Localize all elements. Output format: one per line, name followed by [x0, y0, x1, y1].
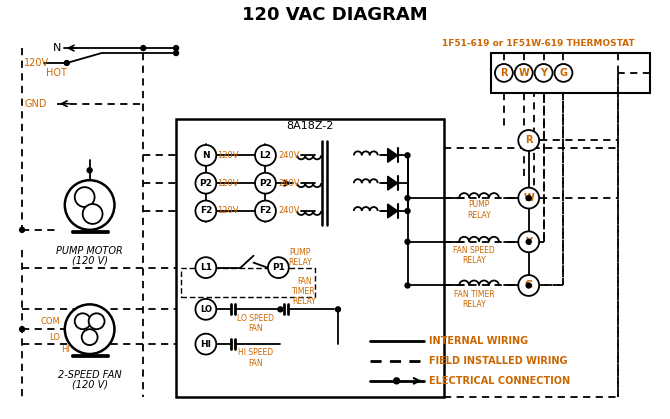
Text: 120V: 120V: [24, 58, 49, 68]
Circle shape: [64, 60, 69, 65]
Circle shape: [196, 299, 216, 320]
Text: 240V: 240V: [279, 207, 300, 215]
Text: LO: LO: [200, 305, 212, 314]
Text: PUMP MOTOR: PUMP MOTOR: [56, 246, 123, 256]
Circle shape: [65, 304, 115, 354]
Circle shape: [255, 145, 276, 166]
Circle shape: [82, 329, 98, 345]
Circle shape: [405, 283, 410, 288]
Circle shape: [255, 201, 276, 221]
Circle shape: [75, 313, 90, 329]
Text: FAN SPEED
RELAY: FAN SPEED RELAY: [453, 246, 495, 265]
Circle shape: [278, 307, 283, 312]
Text: 240V: 240V: [279, 178, 300, 188]
Circle shape: [526, 196, 531, 201]
Text: FAN TIMER
RELAY: FAN TIMER RELAY: [454, 290, 494, 309]
Circle shape: [515, 64, 533, 82]
Polygon shape: [388, 148, 397, 162]
Circle shape: [336, 307, 340, 312]
Text: 240V: 240V: [279, 151, 300, 160]
Circle shape: [526, 239, 531, 244]
Circle shape: [174, 46, 178, 51]
Text: LO: LO: [49, 333, 60, 341]
Circle shape: [526, 283, 531, 288]
Text: HI SPEED
FAN: HI SPEED FAN: [238, 348, 273, 368]
Text: G: G: [559, 68, 567, 78]
Polygon shape: [388, 204, 397, 218]
Circle shape: [255, 173, 276, 194]
Circle shape: [519, 130, 539, 151]
Circle shape: [555, 64, 572, 82]
Text: GND: GND: [24, 99, 47, 109]
Text: 120V: 120V: [217, 151, 239, 160]
Bar: [491, 53, 650, 93]
Circle shape: [75, 187, 94, 207]
Circle shape: [268, 257, 289, 278]
Text: R: R: [500, 68, 508, 78]
Bar: [176, 119, 444, 397]
Text: P2: P2: [259, 178, 272, 188]
Circle shape: [88, 313, 105, 329]
Text: 8A18Z-2: 8A18Z-2: [287, 121, 334, 131]
Circle shape: [519, 188, 539, 209]
Text: N: N: [53, 43, 61, 53]
Circle shape: [196, 257, 216, 278]
Text: Y: Y: [540, 68, 547, 78]
Text: 1F51-619 or 1F51W-619 THERMOSTAT: 1F51-619 or 1F51W-619 THERMOSTAT: [442, 39, 635, 48]
Circle shape: [405, 239, 410, 244]
Text: HOT: HOT: [46, 68, 67, 78]
Text: PUMP
RELAY: PUMP RELAY: [288, 248, 312, 267]
Circle shape: [519, 231, 539, 252]
Circle shape: [405, 196, 410, 201]
Circle shape: [393, 378, 399, 384]
Text: W: W: [523, 193, 534, 203]
Text: HI: HI: [200, 340, 211, 349]
Circle shape: [519, 275, 539, 296]
Text: F2: F2: [200, 207, 212, 215]
Text: FIELD INSTALLED WIRING: FIELD INSTALLED WIRING: [429, 356, 568, 366]
Circle shape: [174, 51, 178, 56]
Text: P1: P1: [272, 263, 285, 272]
Text: P2: P2: [200, 178, 212, 188]
Circle shape: [19, 327, 25, 332]
Circle shape: [196, 173, 216, 194]
Text: G: G: [525, 280, 533, 290]
Circle shape: [82, 204, 103, 224]
Text: 120V: 120V: [217, 207, 239, 215]
Text: L1: L1: [200, 263, 212, 272]
Circle shape: [141, 46, 146, 51]
Text: (120 V): (120 V): [72, 380, 108, 390]
Text: 120 VAC DIAGRAM: 120 VAC DIAGRAM: [242, 6, 428, 24]
Circle shape: [196, 334, 216, 354]
Bar: [181, 268, 315, 297]
Circle shape: [87, 168, 92, 173]
Text: HI: HI: [61, 344, 70, 354]
Circle shape: [405, 209, 410, 213]
Text: L2: L2: [259, 151, 271, 160]
Polygon shape: [388, 176, 397, 190]
Circle shape: [196, 201, 216, 221]
Text: N: N: [202, 151, 210, 160]
Text: R: R: [525, 135, 533, 145]
Text: Y: Y: [525, 237, 532, 247]
Circle shape: [405, 153, 410, 158]
Text: INTERNAL WIRING: INTERNAL WIRING: [429, 336, 529, 346]
Text: W: W: [519, 68, 529, 78]
Circle shape: [495, 64, 513, 82]
Text: F2: F2: [259, 207, 271, 215]
Text: 2-SPEED FAN: 2-SPEED FAN: [58, 370, 121, 380]
Text: ELECTRICAL CONNECTION: ELECTRICAL CONNECTION: [429, 376, 570, 386]
Text: 120V: 120V: [217, 178, 239, 188]
Text: (120 V): (120 V): [72, 256, 108, 266]
Circle shape: [196, 145, 216, 166]
Circle shape: [65, 180, 115, 230]
Circle shape: [535, 64, 553, 82]
Circle shape: [19, 228, 25, 233]
Text: FAN
TIMER
RELAY: FAN TIMER RELAY: [292, 277, 316, 306]
Text: COM: COM: [40, 317, 60, 326]
Text: LO SPEED
FAN: LO SPEED FAN: [237, 313, 274, 333]
Text: PUMP
RELAY: PUMP RELAY: [467, 200, 491, 220]
